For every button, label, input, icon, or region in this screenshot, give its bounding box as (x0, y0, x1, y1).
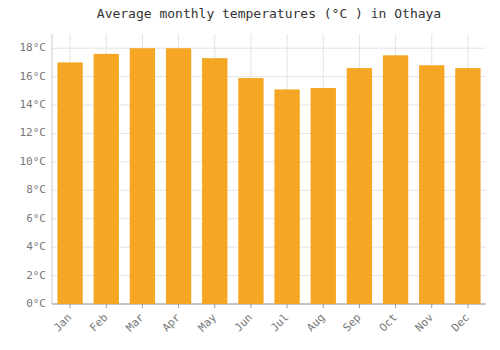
x-tick-label: Sep (340, 311, 363, 334)
y-tick-label: 0°C (26, 297, 46, 310)
bar (94, 54, 119, 304)
y-tick-label: 4°C (26, 240, 46, 253)
x-tick-label: Mar (123, 311, 147, 335)
x-tick (395, 304, 396, 308)
x-tick (431, 304, 432, 308)
x-tick-label: Dec (449, 311, 472, 334)
y-grid-line (52, 48, 486, 49)
bar (274, 89, 299, 304)
bar (202, 58, 227, 304)
y-axis-line (52, 34, 53, 304)
bar (130, 48, 155, 304)
title: Average monthly temperatures (°C ) in Ot… (97, 6, 441, 21)
y-tick-label: 12°C (20, 126, 47, 139)
x-tick (323, 304, 324, 308)
bar (311, 88, 336, 304)
x-tick-label: Oct (377, 311, 400, 334)
x-tick-label: Aug (304, 311, 327, 334)
x-tick-label: Nov (413, 311, 437, 335)
x-tick (214, 304, 215, 308)
bar (57, 62, 82, 304)
bar (383, 55, 408, 304)
y-tick-label: 2°C (26, 269, 46, 282)
x-tick (178, 304, 179, 308)
x-tick (142, 304, 143, 308)
x-tick (467, 304, 468, 308)
bar (347, 68, 372, 304)
x-tick-label: Apr (160, 311, 184, 335)
bar (238, 78, 263, 304)
y-tick-label: 10°C (20, 155, 47, 168)
y-tick-label: 18°C (20, 41, 47, 54)
axes: 0°C 2°C 4°C 6°C 8°C 10°C 12°C 14°C 16°C 18°C Jan Fe… (20, 34, 487, 334)
bar (166, 48, 191, 304)
y-tick-label: 14°C (20, 98, 47, 111)
bar (455, 68, 480, 304)
chart-container: 0°C 2°C 4°C 6°C 8°C 10°C 12°C 14°C 16°C 18°C Jan Fe… (0, 0, 500, 350)
y-tick-label: 16°C (20, 70, 47, 83)
x-tick-label: Jun (232, 311, 255, 334)
chart: 0°C 2°C 4°C 6°C 8°C 10°C 12°C 14°C 16°C 18°C Jan Fe… (0, 0, 500, 350)
y-tick-label: 6°C (26, 212, 46, 225)
bar (419, 65, 444, 304)
x-tick (106, 304, 107, 308)
x-tick-label: Jul (268, 311, 291, 334)
x-tick (287, 304, 288, 308)
bars (57, 48, 480, 304)
x-tick-label: Jan (51, 311, 74, 334)
grid (52, 34, 486, 304)
y-tick-label: 8°C (26, 183, 46, 196)
x-tick (359, 304, 360, 308)
x-tick (70, 304, 71, 308)
x-tick-label: Feb (87, 311, 110, 334)
x-tick-label: May (196, 311, 220, 335)
x-tick (250, 304, 251, 308)
